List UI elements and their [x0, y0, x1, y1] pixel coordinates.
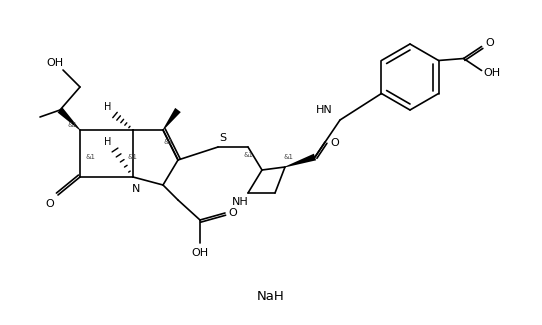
Polygon shape: [163, 108, 181, 130]
Polygon shape: [285, 154, 316, 167]
Text: &1: &1: [67, 122, 77, 128]
Text: NH: NH: [231, 197, 248, 207]
Text: NaH: NaH: [257, 291, 285, 304]
Text: OH: OH: [191, 248, 209, 258]
Text: OH: OH: [483, 68, 500, 77]
Text: HN: HN: [316, 105, 333, 115]
Text: &1: &1: [128, 154, 138, 160]
Polygon shape: [57, 108, 80, 130]
Text: O: O: [229, 208, 237, 218]
Text: H: H: [104, 102, 112, 112]
Text: &1: &1: [163, 139, 173, 145]
Text: &1: &1: [85, 154, 95, 160]
Text: &1: &1: [243, 152, 253, 158]
Text: &1: &1: [283, 154, 293, 160]
Text: O: O: [46, 199, 54, 209]
Text: OH: OH: [47, 58, 63, 68]
Text: H: H: [104, 137, 112, 147]
Text: O: O: [485, 38, 494, 48]
Text: N: N: [132, 184, 140, 194]
Text: O: O: [331, 138, 339, 148]
Text: S: S: [220, 133, 227, 143]
